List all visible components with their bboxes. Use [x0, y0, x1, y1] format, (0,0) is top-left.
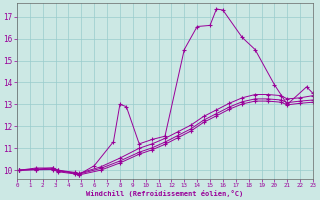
X-axis label: Windchill (Refroidissement éolien,°C): Windchill (Refroidissement éolien,°C): [86, 190, 244, 197]
